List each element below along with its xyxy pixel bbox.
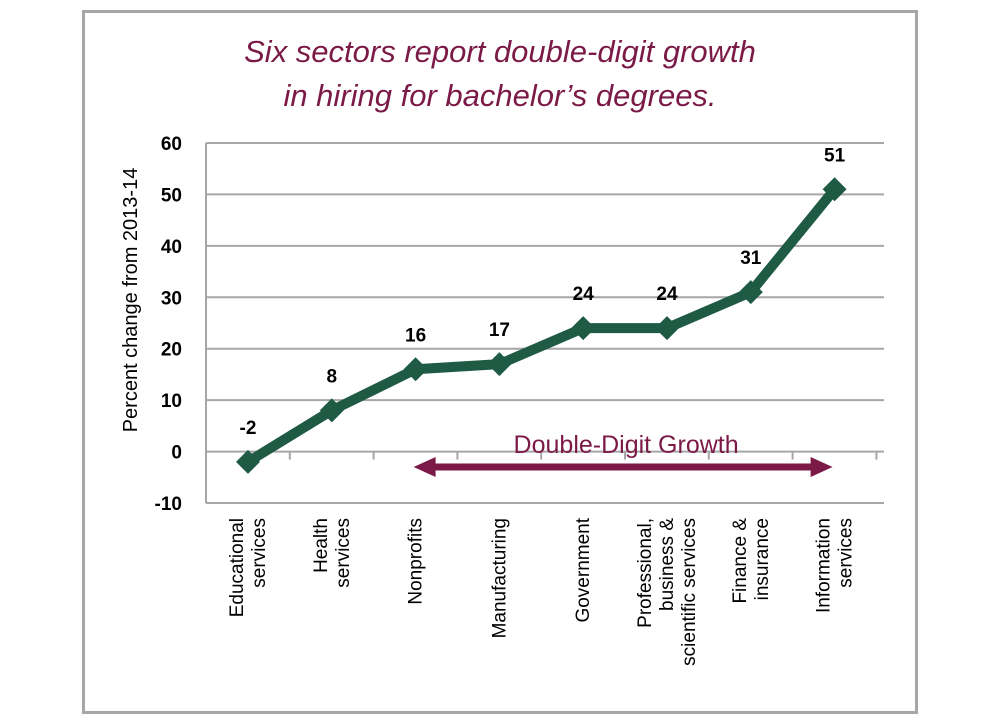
series-polyline — [243, 184, 840, 467]
double-digit-annotation: Double-Digit Growth — [413, 431, 833, 477]
y-tick-label: 0 — [171, 443, 182, 464]
data-label: 24 — [656, 284, 678, 305]
y-tick-label: 20 — [161, 340, 182, 361]
y-tick-label: 40 — [161, 237, 182, 258]
x-category-label: insurance — [752, 518, 773, 600]
y-axis-label: Percent change from 2013-14 — [120, 168, 142, 433]
y-tick-label: -10 — [155, 494, 182, 515]
x-category-label: Information — [814, 518, 835, 613]
y-tick-labels: -10 0 10 20 30 40 50 60 — [155, 134, 182, 515]
x-category-label: Government — [573, 517, 594, 622]
data-point-marker — [403, 357, 428, 382]
x-category-label: services — [249, 518, 270, 588]
annotation-arrowhead-right — [810, 457, 833, 477]
annotation-label: Double-Digit Growth — [514, 431, 739, 459]
x-category-label: scientific services — [679, 518, 700, 666]
x-category-label: business & — [657, 518, 678, 611]
y-tick-label: 10 — [161, 391, 182, 412]
chart-title-line-1: Six sectors report double-digit growth — [244, 34, 756, 69]
data-label: 8 — [327, 366, 338, 387]
series-line — [236, 177, 847, 474]
x-category-label: Professional, — [635, 518, 656, 628]
x-category-label: Finance & — [730, 518, 751, 604]
data-label: 17 — [489, 320, 510, 341]
axes — [205, 143, 884, 503]
data-point-marker — [738, 280, 763, 305]
data-label: 16 — [405, 325, 426, 346]
data-point-marker — [487, 352, 512, 377]
data-label: 24 — [573, 284, 595, 305]
y-tick-label: 50 — [161, 185, 182, 206]
y-tick-label: 30 — [161, 288, 182, 309]
data-point-marker — [236, 449, 260, 474]
data-point-marker — [655, 316, 679, 341]
data-labels: -2 8 16 17 24 24 31 51 — [240, 145, 846, 439]
x-category-label: Manufacturing — [489, 518, 510, 638]
data-point-marker — [822, 177, 847, 202]
x-category-labels: Educational services Health services Nonprof… — [227, 517, 857, 666]
data-label: -2 — [240, 418, 257, 439]
chart-title: Six sectors report double-digit growth i… — [82, 30, 918, 118]
chart-title-line-2: in hiring for bachelor’s degrees. — [283, 78, 717, 113]
y-tick-label: 60 — [161, 134, 182, 155]
data-point-marker — [319, 398, 344, 423]
x-category-label: services — [836, 518, 857, 588]
x-category-label: services — [333, 518, 354, 588]
data-label: 51 — [824, 145, 846, 166]
x-category-label: Nonprofits — [406, 518, 427, 605]
annotation-arrowhead-left — [413, 457, 436, 477]
data-point-marker — [571, 316, 596, 341]
x-category-label: Health — [311, 518, 332, 573]
data-label: 31 — [740, 248, 762, 269]
x-category-label: Educational — [227, 518, 248, 617]
